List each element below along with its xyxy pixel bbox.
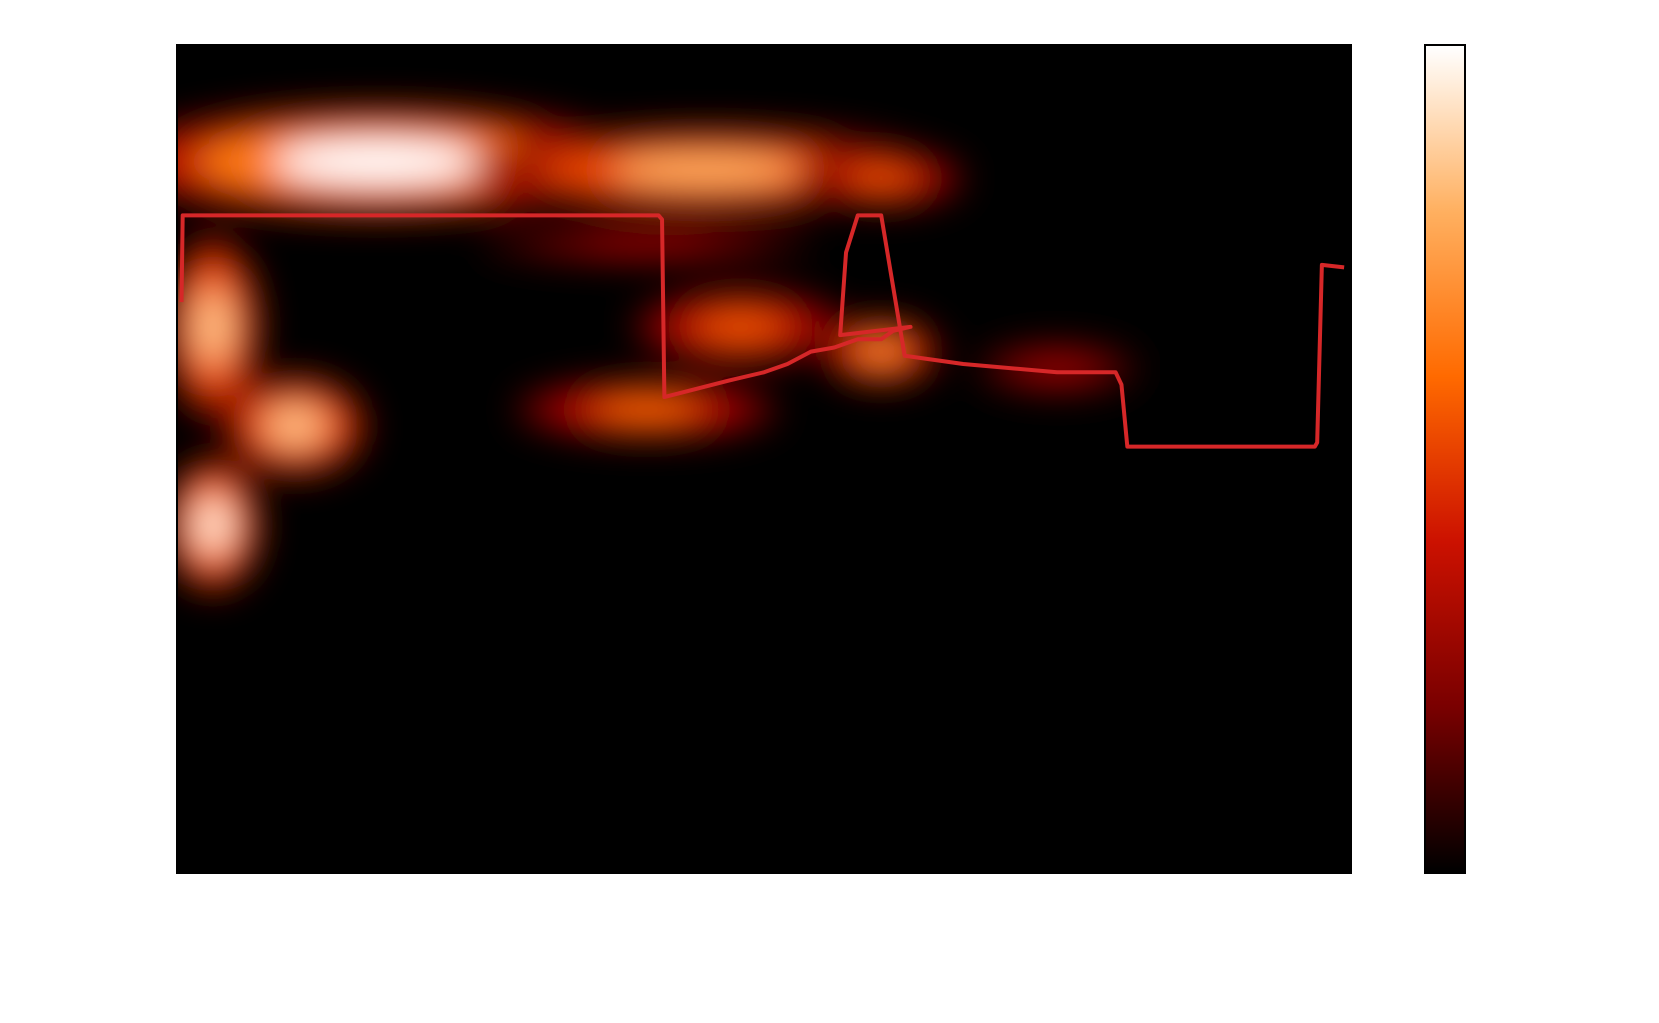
colorbar: [1424, 44, 1466, 874]
intensity-blob: [848, 166, 915, 190]
intensity-layer: [178, 107, 1140, 592]
intensity-blob: [267, 406, 324, 446]
intensity-blob: [194, 290, 232, 364]
heatmap-plot-area: [176, 44, 1352, 874]
intensity-blob: [1024, 358, 1090, 379]
intensity-blob: [274, 140, 481, 184]
intensity-blob: [194, 498, 232, 552]
intensity-blob: [611, 153, 800, 187]
intensity-blob: [857, 338, 905, 365]
intensity-blob: [581, 237, 713, 251]
heatmap-svg: [178, 107, 1345, 592]
intensity-blob: [698, 311, 783, 342]
overlay-line-layer: [179, 213, 1345, 449]
intensity-blob: [595, 397, 699, 422]
series-line: [179, 213, 1345, 449]
